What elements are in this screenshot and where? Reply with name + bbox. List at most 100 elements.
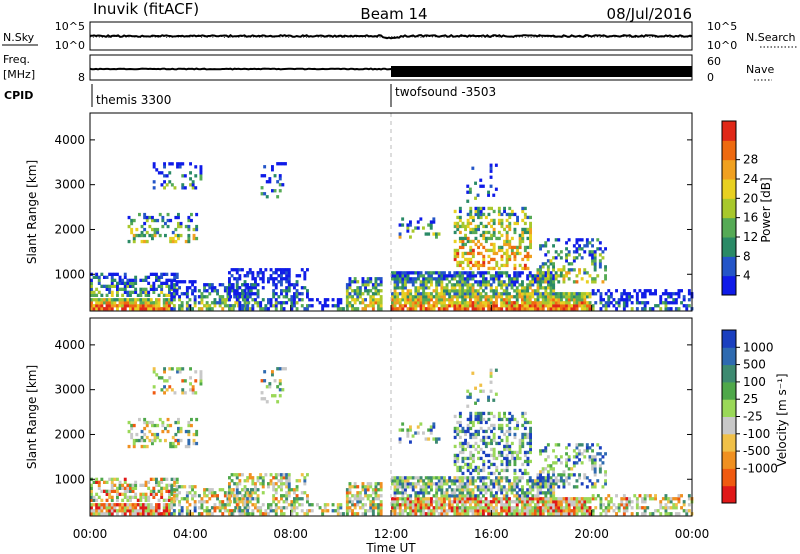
velocity-cell (356, 512, 360, 516)
power-cell (572, 244, 576, 248)
power-cell (513, 271, 517, 275)
velocity-cell (396, 479, 400, 483)
power-cell (393, 283, 397, 287)
velocity-cell (469, 506, 472, 510)
power-cell (100, 293, 104, 297)
velocity-cell (105, 489, 109, 493)
power-cell (254, 298, 257, 302)
velocity-cell (453, 506, 457, 510)
velocity-cell (521, 476, 524, 480)
velocity-cell (508, 485, 511, 489)
velocity-cell (233, 482, 237, 486)
power-cell (276, 162, 280, 166)
velocity-cell (466, 423, 470, 428)
velocity-cell (489, 488, 493, 492)
velocity-cell (287, 494, 291, 498)
power-cell (424, 301, 428, 305)
power-cell (306, 289, 309, 293)
power-cell (168, 278, 171, 282)
velocity-cell (156, 435, 160, 440)
velocity-cell (129, 486, 132, 490)
power-cell (482, 206, 486, 211)
velocity-cell (170, 512, 174, 516)
power-cell (484, 295, 488, 299)
power-cell (487, 236, 491, 241)
velocity-cell (432, 482, 436, 486)
power-cell (155, 298, 158, 302)
power-cell (110, 284, 114, 288)
velocity-cell (430, 485, 433, 489)
velocity-cell (391, 503, 394, 507)
velocity-cell (456, 432, 460, 437)
power-cell (596, 289, 600, 293)
power-cell (348, 295, 352, 299)
power-cell (147, 304, 151, 308)
velocity-cell (510, 512, 514, 516)
velocity-cell (374, 488, 378, 492)
velocity-cell (293, 488, 296, 492)
power-cell (282, 307, 286, 311)
power-cell (565, 247, 568, 251)
power-cell (445, 274, 449, 278)
power-cell (505, 257, 509, 262)
velocity-cell (190, 417, 193, 422)
velocity-cell (487, 488, 491, 492)
power-cell (468, 187, 472, 191)
power-cell (293, 295, 296, 299)
velocity-cell (492, 450, 496, 455)
power-cell (105, 307, 109, 311)
velocity-cell (468, 392, 472, 396)
power-cell (521, 257, 525, 262)
power-cell (185, 304, 189, 308)
power-cell (398, 274, 402, 278)
velocity-cell (547, 485, 550, 489)
power-cell (100, 272, 104, 276)
power-cell (398, 301, 402, 305)
velocity-cell (456, 468, 460, 473)
velocity-cell (152, 492, 156, 496)
power-cell (427, 280, 431, 284)
velocity-cell (411, 482, 415, 486)
velocity-cell (461, 488, 465, 492)
power-cell (513, 295, 517, 299)
velocity-cell (243, 488, 247, 492)
velocity-cell (233, 500, 237, 504)
power-cell (456, 298, 459, 302)
velocity-cell (456, 509, 459, 513)
velocity-cell (126, 483, 130, 487)
power-cell (228, 289, 231, 293)
velocity-cell (505, 503, 509, 507)
velocity-cell (160, 388, 164, 392)
velocity-cell (591, 467, 594, 471)
velocity-cell (502, 494, 506, 498)
velocity-cell (116, 492, 119, 496)
velocity-cell (256, 500, 260, 504)
velocity-cell (401, 488, 405, 492)
velocity-cell (489, 389, 493, 393)
power-cell (604, 277, 607, 281)
velocity-cell (513, 500, 517, 504)
velocity-cell (158, 438, 162, 443)
velocity-cell (432, 437, 436, 441)
velocity-cell (243, 506, 247, 510)
power-cell (419, 307, 423, 311)
velocity-cell (505, 494, 509, 498)
power-cell (160, 284, 164, 288)
power-cell (531, 292, 535, 296)
power-cell (539, 301, 543, 305)
power-cell (358, 289, 362, 293)
velocity-cell (544, 482, 548, 486)
power-cell (458, 260, 462, 265)
velocity-cell (572, 464, 576, 468)
power-cell (121, 301, 125, 305)
power-cell (396, 298, 400, 302)
power-cell (591, 259, 594, 263)
velocity-cell (461, 497, 465, 501)
power-cell (482, 304, 485, 308)
power-cell (243, 289, 247, 293)
velocity-cell (152, 385, 156, 389)
power-cell (223, 304, 227, 308)
power-cell (274, 277, 278, 281)
cpid-segment-1: twofsound -3503 (395, 85, 496, 99)
power-cell (661, 292, 665, 296)
